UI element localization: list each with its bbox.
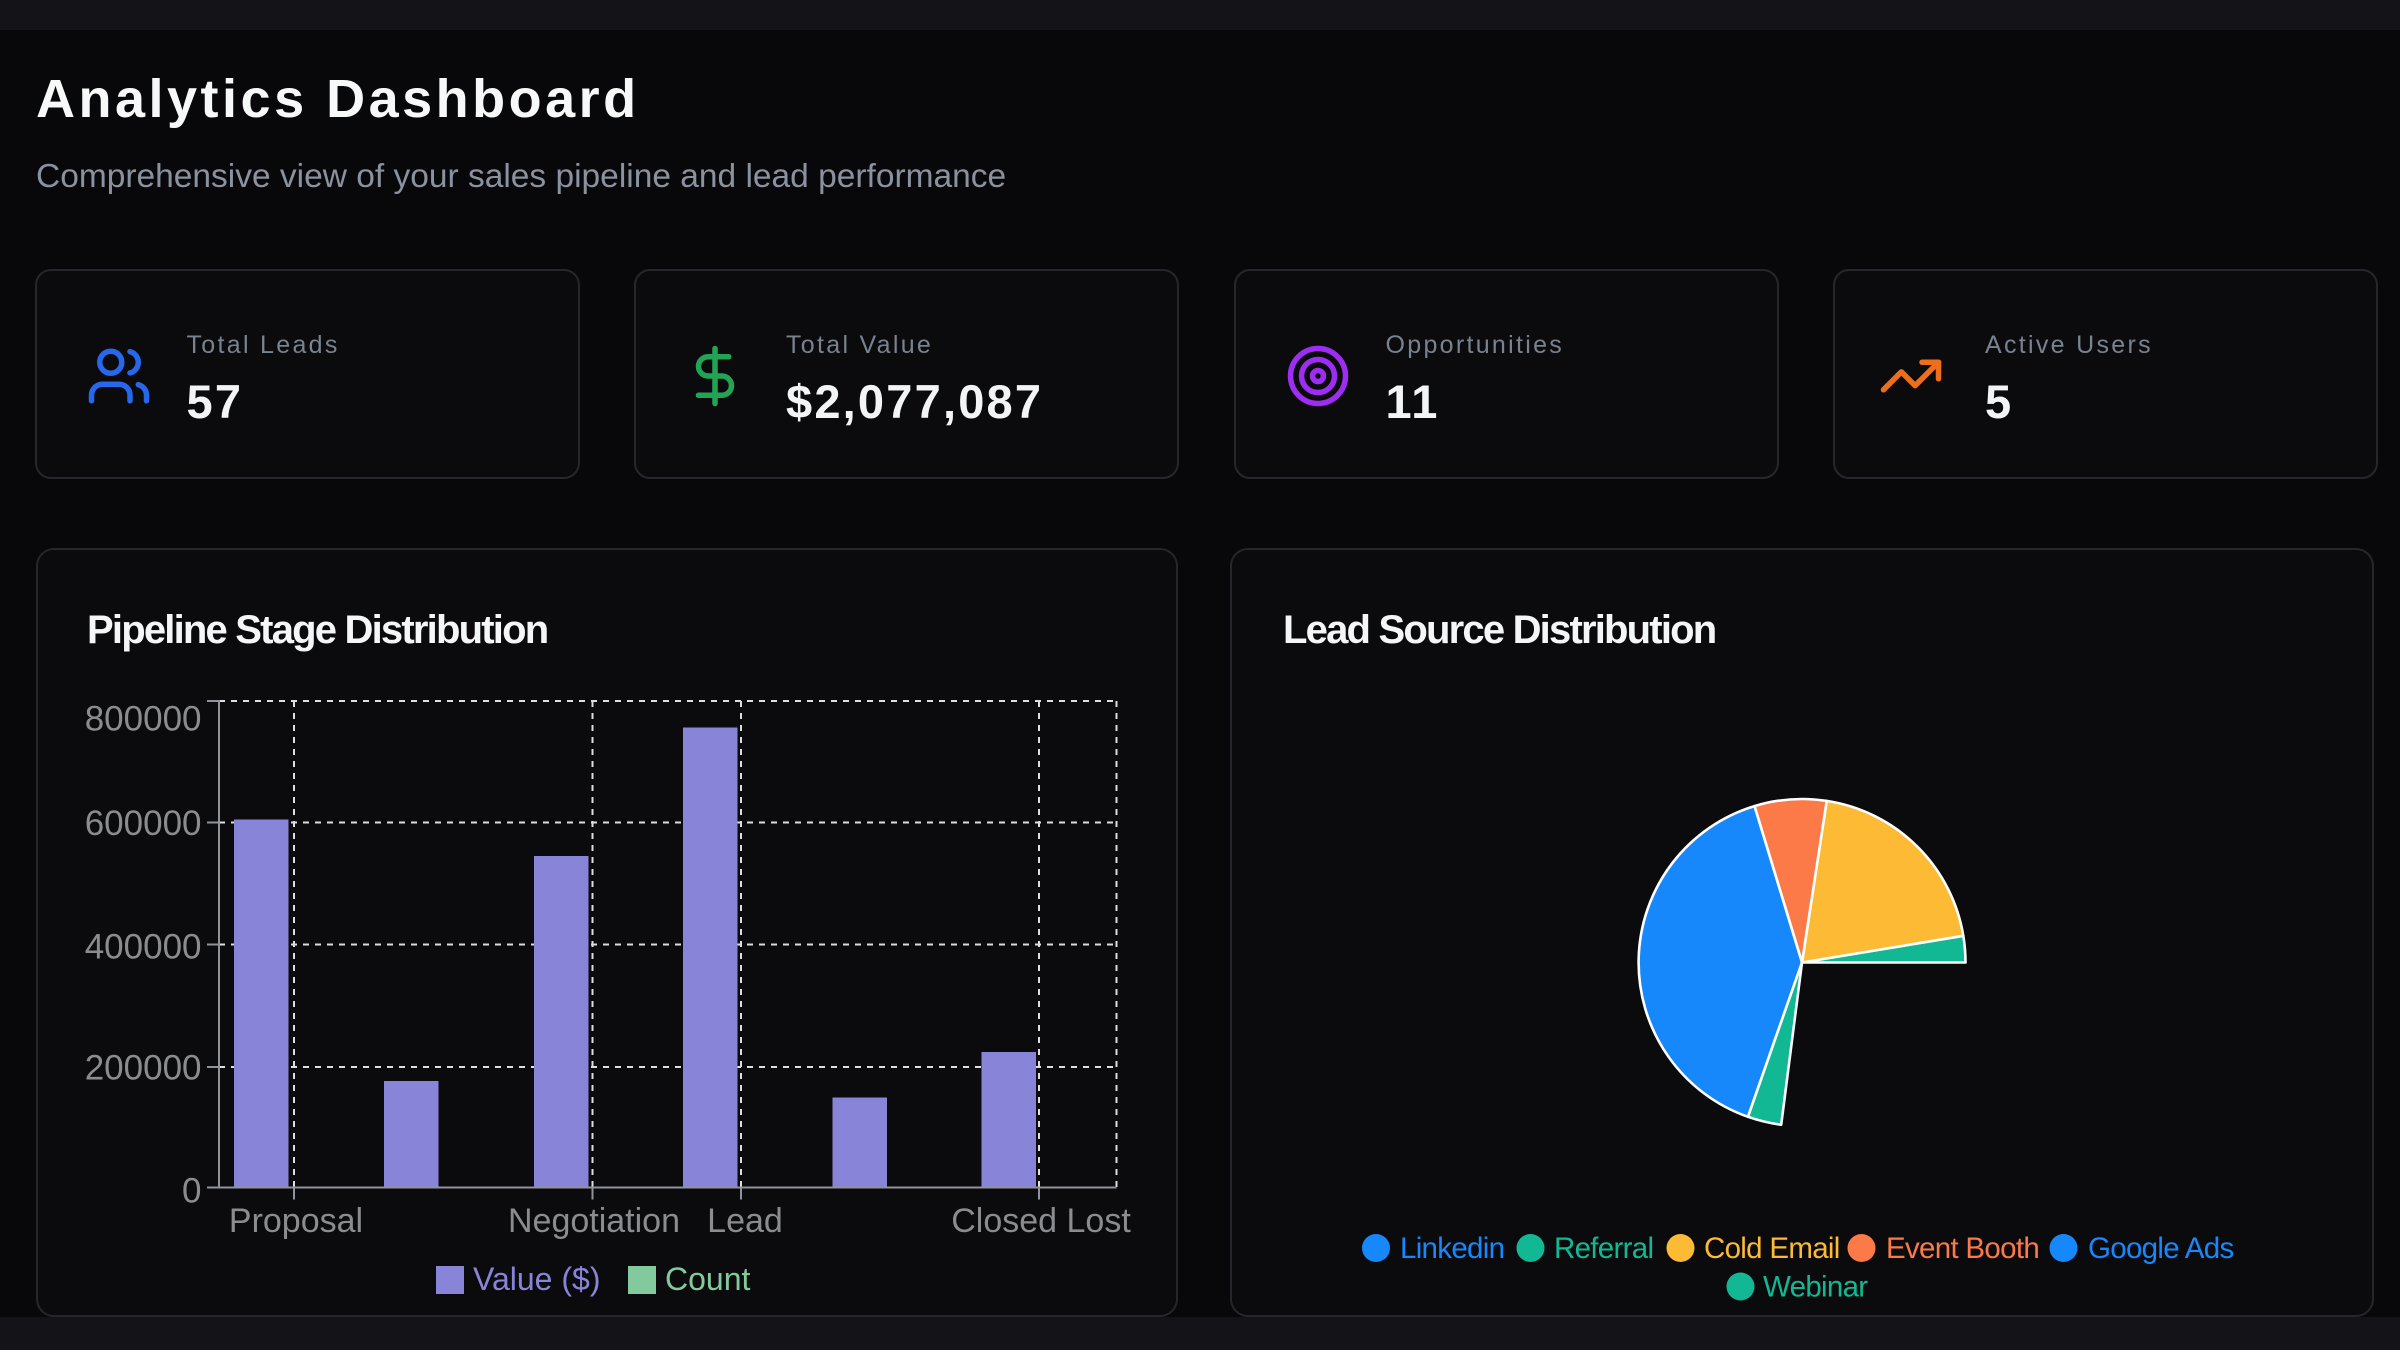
svg-text:Event Booth: Event Booth: [1886, 1232, 2039, 1265]
svg-text:Proposal: Proposal: [229, 1202, 363, 1240]
svg-text:Cold Email: Cold Email: [1704, 1232, 1840, 1265]
svg-text:Lead: Lead: [707, 1202, 783, 1240]
svg-text:400000: 400000: [85, 928, 202, 967]
svg-text:Negotiation: Negotiation: [508, 1202, 680, 1240]
svg-text:Count: Count: [665, 1261, 751, 1297]
svg-text:Webinar: Webinar: [1763, 1271, 1868, 1304]
svg-text:600000: 600000: [85, 804, 202, 843]
svg-text:0: 0: [182, 1172, 201, 1211]
svg-text:Closed Lost: Closed Lost: [951, 1202, 1131, 1240]
svg-text:Linkedin: Linkedin: [1400, 1232, 1504, 1265]
svg-text:Value ($): Value ($): [473, 1261, 600, 1297]
svg-text:Referral: Referral: [1554, 1232, 1653, 1265]
svg-text:200000: 200000: [85, 1049, 202, 1088]
svg-text:Google Ads: Google Ads: [2088, 1232, 2234, 1265]
svg-text:800000: 800000: [85, 700, 202, 739]
